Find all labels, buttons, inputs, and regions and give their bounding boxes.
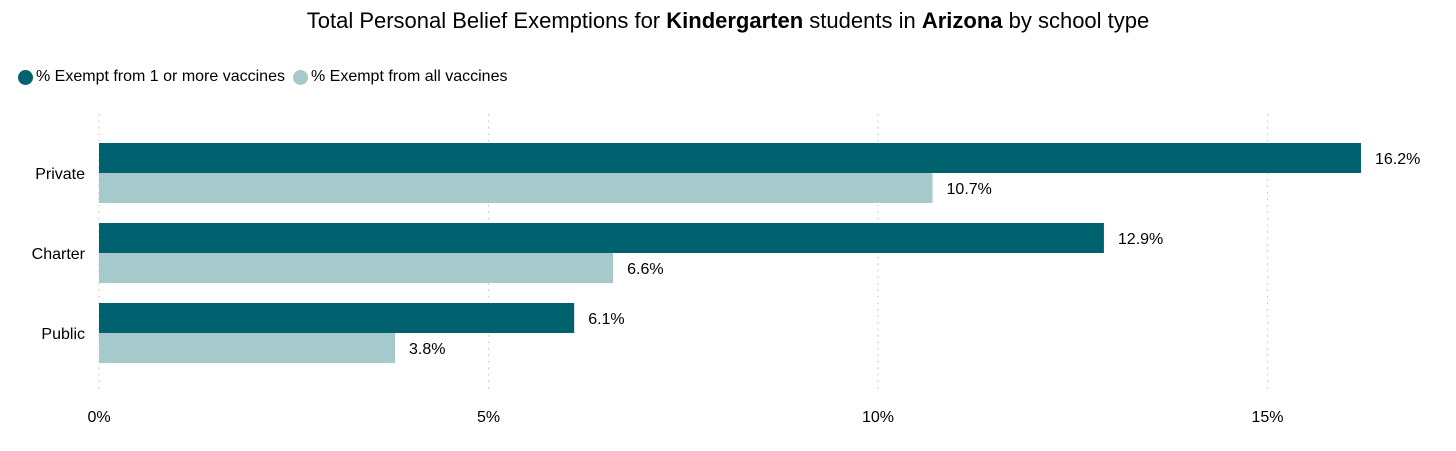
value-label-private-all: 10.7%	[947, 181, 992, 198]
chart-title: Total Personal Belief Exemptions for Kin…	[0, 6, 1456, 36]
title-suffix: by school type	[1002, 8, 1150, 33]
legend: % Exempt from 1 or more vaccines % Exemp…	[18, 66, 515, 88]
x-tick-label-5: 5%	[477, 409, 500, 426]
legend-dot-all-icon	[292, 69, 308, 85]
legend-item-all[interactable]: % Exempt from all vaccines	[292, 66, 508, 88]
bar-charter-one-or-more[interactable]	[99, 223, 1104, 253]
legend-dot-one-or-more-icon	[18, 69, 33, 85]
title-prefix: Total Personal Belief Exemptions for	[306, 8, 667, 33]
title-bold-arizona: Arizona	[921, 8, 1003, 33]
value-label-private-one-or-more: 16.2%	[1375, 151, 1420, 168]
bar-public-all[interactable]	[99, 333, 396, 363]
value-label-public-all: 3.8%	[409, 341, 445, 358]
category-label-private: Private	[35, 166, 85, 183]
value-label-charter-one-or-more: 12.9%	[1118, 231, 1163, 248]
title-bold-kindergarten: Kindergarten	[666, 8, 804, 33]
bar-private-one-or-more[interactable]	[99, 143, 1361, 173]
legend-item-one-or-more[interactable]: % Exempt from 1 or more vaccines	[18, 66, 285, 88]
bar-private-all[interactable]	[99, 173, 933, 203]
x-tick-label-15: 15%	[1251, 409, 1283, 426]
legend-label-all: % Exempt from all vaccines	[310, 68, 508, 85]
value-label-public-one-or-more: 6.1%	[588, 311, 624, 328]
bar-charter-all[interactable]	[99, 253, 614, 283]
category-label-public: Public	[41, 326, 85, 343]
legend-label-one-or-more: % Exempt from 1 or more vaccines	[36, 68, 285, 85]
bar-public-one-or-more[interactable]	[99, 303, 575, 333]
category-label-charter: Charter	[32, 246, 86, 263]
x-tick-label-0: 0%	[87, 409, 110, 426]
x-tick-label-10: 10%	[862, 409, 894, 426]
value-label-charter-all: 6.6%	[627, 261, 663, 278]
title-middle: students in	[803, 8, 922, 33]
